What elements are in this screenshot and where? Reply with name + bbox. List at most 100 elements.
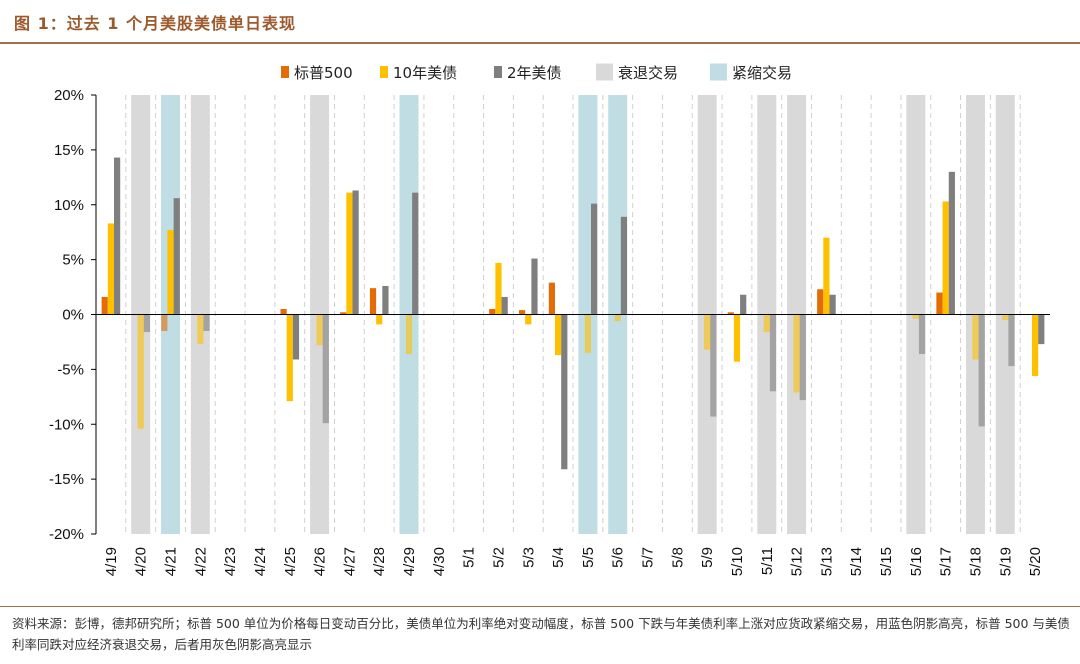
t10-bar [197, 314, 204, 345]
t10-bar [137, 314, 144, 429]
sp500-bar [489, 309, 496, 315]
t10-bar [346, 192, 353, 315]
t2-bar [173, 198, 180, 315]
y-tick-label: -15% [49, 471, 84, 488]
y-tick-label: -10% [49, 416, 84, 433]
t10-bar [793, 314, 800, 393]
x-tick-label: 5/5 [580, 547, 597, 568]
t2-bar [1038, 314, 1045, 345]
t2-bar [918, 314, 926, 355]
sp500-bar [280, 309, 287, 315]
sp500-bar [817, 289, 824, 315]
legend-swatch [281, 66, 289, 78]
t2-bar [561, 314, 568, 470]
x-tick-label: 5/10 [729, 547, 746, 576]
x-tick-label: 4/29 [401, 547, 418, 576]
x-tick-label: 5/18 [967, 547, 984, 576]
x-tick-label: 4/19 [103, 547, 120, 576]
sp500-bar [548, 282, 555, 315]
x-tick-label: 5/1 [461, 547, 478, 568]
sp500-bar [340, 312, 347, 315]
t2-bar [114, 157, 121, 315]
bar-chart: 标普500 10年美债 2年美债 衰退交易 紧缩交易 20% 15% 10% 5% 0% -5% -… [49, 63, 1050, 576]
t2-bar [322, 314, 329, 424]
legend-tightening: 紧缩交易 [710, 63, 792, 82]
legend-swatch [380, 66, 388, 78]
x-tick-label: 4/28 [371, 547, 388, 576]
x-tick-label: 5/8 [669, 547, 686, 568]
x-tick-label: 5/13 [818, 547, 835, 576]
t2-bar [292, 314, 300, 360]
x-tick-label: 5/16 [908, 547, 925, 576]
x-tick-label: 5/7 [640, 547, 657, 568]
y-tick-label: -20% [49, 526, 84, 543]
legend-recession: 衰退交易 [596, 63, 678, 82]
sp500-bar [101, 296, 108, 315]
t10-bar [107, 223, 115, 315]
t2-bar [143, 314, 151, 333]
t10-bar [823, 237, 830, 315]
axes [91, 94, 1050, 535]
x-tick-label: 4/26 [312, 547, 329, 576]
t2-bar [948, 171, 955, 315]
t10-bar [554, 314, 562, 356]
t10-bar [1002, 314, 1009, 320]
x-tick-label: 5/3 [520, 547, 537, 568]
x-tick-label: 5/12 [789, 547, 806, 576]
t10-bar [942, 201, 949, 315]
t2-bar [829, 294, 836, 315]
y-tick-label: -5% [57, 361, 84, 378]
y-tick-label: 5% [62, 252, 84, 269]
y-tick-label: 0% [62, 307, 84, 324]
x-tick-label: 4/22 [192, 547, 209, 576]
legend-label: 2年美债 [507, 64, 562, 82]
legend-swatch [710, 63, 727, 81]
legend-t10: 10年美债 [380, 64, 457, 82]
bar-series [101, 157, 1045, 470]
x-tick-label: 5/9 [699, 547, 716, 568]
t10-bar [763, 314, 770, 333]
legend-t2: 2年美债 [494, 64, 562, 82]
t10-bar [495, 262, 502, 315]
chart-legend: 标普500 10年美债 2年美债 衰退交易 紧缩交易 [281, 63, 792, 82]
x-tick-label: 5/20 [1027, 547, 1044, 576]
t2-bar [382, 285, 389, 315]
x-tick-label: 5/4 [550, 547, 567, 568]
sp500-bar [161, 314, 168, 331]
x-tick-label: 4/23 [222, 547, 239, 576]
t10-bar [167, 229, 174, 315]
legend-swatch [596, 63, 613, 81]
x-tick-label: 5/17 [938, 547, 955, 576]
title-rule [0, 42, 1080, 44]
legend-label: 标普500 [294, 64, 353, 82]
legend-swatch [494, 66, 502, 78]
legend-label: 衰退交易 [618, 64, 678, 82]
t10-bar [704, 314, 711, 350]
t10-bar [972, 314, 979, 360]
legend-label: 10年美债 [393, 64, 457, 82]
t2-bar [501, 296, 508, 315]
x-tick-label: 5/2 [490, 547, 507, 568]
legend-sp500: 标普500 [281, 64, 353, 82]
x-tick-label: 4/20 [133, 547, 150, 576]
t2-bar [769, 314, 777, 392]
sp500-bar [936, 292, 943, 315]
x-tick-label: 4/27 [341, 547, 358, 576]
x-tick-label: 5/15 [878, 547, 895, 576]
t10-bar [1031, 314, 1039, 376]
t10-bar [286, 314, 293, 402]
t10-bar [733, 314, 741, 362]
t2-bar [710, 314, 717, 417]
t10-bar [525, 314, 532, 325]
x-tick-label: 4/21 [163, 547, 180, 576]
t10-bar [376, 314, 383, 325]
t10-bar [405, 314, 413, 355]
t10-bar [912, 314, 919, 319]
t2-bar [978, 314, 985, 427]
x-tick-label: 4/25 [282, 547, 299, 576]
y-tick-label: 15% [54, 142, 84, 159]
t10-bar [584, 314, 592, 353]
x-tick-label: 5/11 [759, 547, 776, 575]
t10-bar [316, 314, 323, 346]
t2-bar [620, 216, 628, 315]
